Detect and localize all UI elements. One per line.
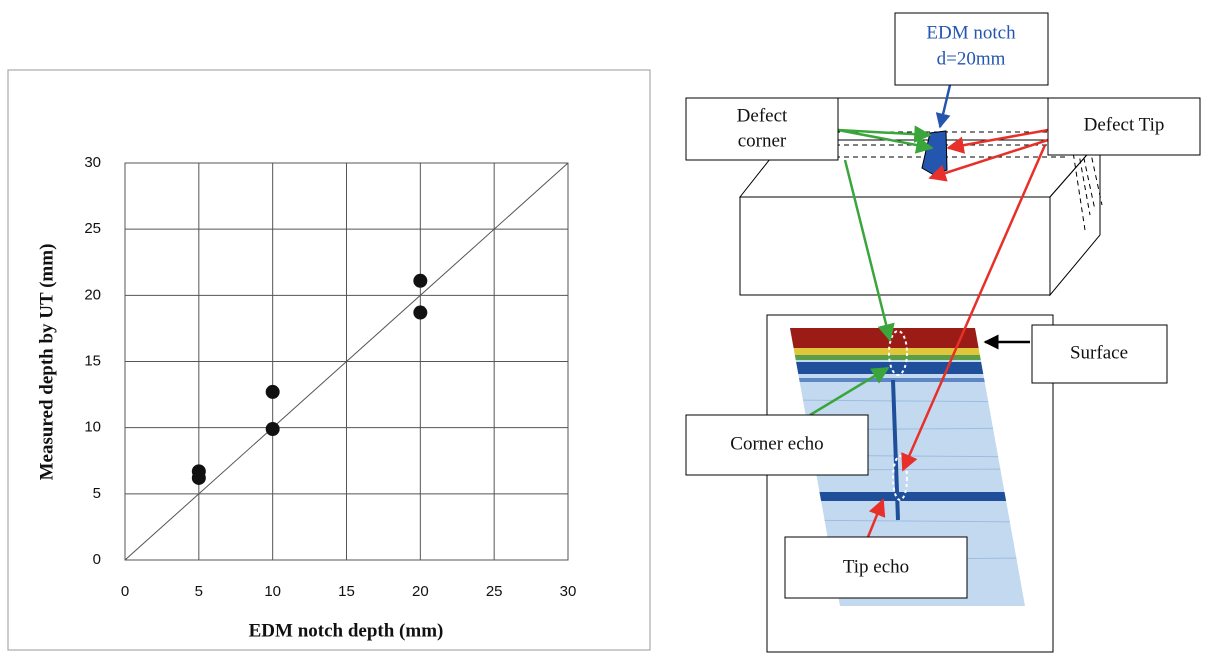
figure: 0 5 10 15 20 25 30 0 5 10 15 20 25 30 EDM notch depth… xyxy=(0,0,1229,655)
x-tick-label: 15 xyxy=(338,583,355,600)
y-tick-label: 0 xyxy=(93,551,101,568)
callout-text: Tip echo xyxy=(843,556,909,577)
x-axis-label: EDM notch depth (mm) xyxy=(249,620,444,641)
point xyxy=(413,274,427,288)
callout-text: corner xyxy=(738,130,787,151)
callout-text: d=20mm xyxy=(937,48,1006,69)
x-tick-label: 20 xyxy=(412,583,429,600)
point xyxy=(266,422,280,436)
y-tick-label: 15 xyxy=(84,352,101,369)
y-axis-label: Measured depth by UT (mm) xyxy=(36,244,57,481)
y-tick-label: 25 xyxy=(84,220,101,237)
x-tick-label: 0 xyxy=(121,583,129,600)
callout-text: EDM notch xyxy=(926,22,1016,43)
x-tick-label: 30 xyxy=(560,583,577,600)
point xyxy=(192,471,206,485)
callout-text: Defect xyxy=(737,105,788,126)
x-tick-label: 10 xyxy=(264,583,281,600)
point xyxy=(413,306,427,320)
y-tick-label: 20 xyxy=(84,286,101,303)
block-front xyxy=(740,197,1050,295)
chart: 0 5 10 15 20 25 30 0 5 10 15 20 25 30 xyxy=(84,154,576,600)
callout-text: Defect Tip xyxy=(1084,114,1165,135)
y-tick-label: 30 xyxy=(84,154,101,171)
y-tick-label: 5 xyxy=(93,485,101,502)
callout-text: Corner echo xyxy=(730,433,823,454)
x-tick-label: 25 xyxy=(486,583,503,600)
x-tick-label: 5 xyxy=(195,583,203,600)
point xyxy=(266,385,280,399)
y-tick-label: 10 xyxy=(84,419,101,436)
callout-text: Surface xyxy=(1070,342,1128,363)
